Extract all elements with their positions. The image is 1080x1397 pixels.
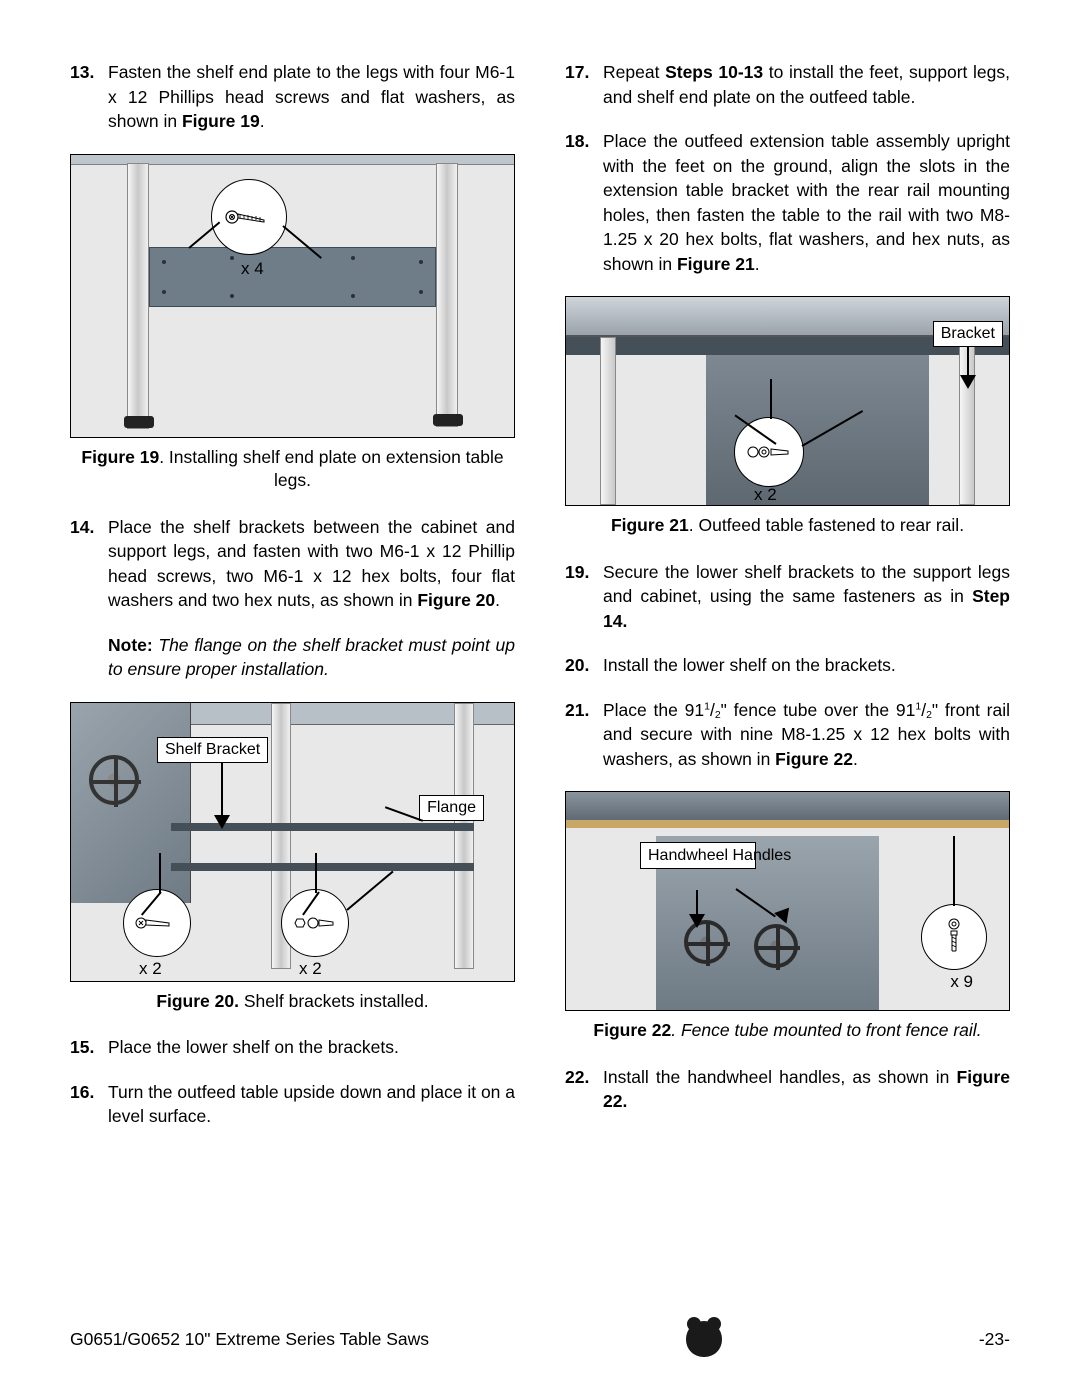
text: Install the handwheel handles, as shown … [603, 1067, 957, 1087]
step-text: Place the 911/2" fence tube over the 911… [603, 698, 1010, 772]
figure-22: Handwheel Handles x 9 [565, 791, 1010, 1011]
step-21: 21. Place the 911/2" fence tube over the… [565, 698, 1010, 772]
step-number: 22. [565, 1065, 603, 1114]
text: . [260, 111, 265, 131]
hardware-circle [921, 904, 987, 970]
shelf-bracket-label: Shelf Bracket [157, 737, 268, 763]
step-number: 14. [70, 515, 108, 613]
footer-page-number: -23- [979, 1329, 1010, 1350]
figure-22-caption: Figure 22. Fence tube mounted to front f… [565, 1019, 1010, 1043]
text: Fasten the shelf end plate to the legs w… [108, 62, 515, 131]
screw-icon [224, 207, 274, 227]
bold-ref: Figure 20 [417, 590, 495, 610]
step-text: Place the lower shelf on the brackets. [108, 1035, 515, 1060]
bolt-nut-icon [293, 915, 337, 931]
text: " fence tube over the 91 [721, 700, 916, 720]
figure-label: Figure 20. [156, 991, 239, 1011]
label-text: Handwheel Handles [648, 846, 748, 865]
handwheel-handles-label: Handwheel Handles [640, 842, 756, 869]
bolt-washer-icon [943, 917, 965, 957]
step-20: 20. Install the lower shelf on the brack… [565, 653, 1010, 678]
bolt-washer-nut-icon [746, 443, 792, 461]
bold-ref: Figure 19 [182, 111, 260, 131]
step-text: Install the handwheel handles, as shown … [603, 1065, 1010, 1114]
figure-19-caption: Figure 19. Installing shelf end plate on… [70, 446, 515, 493]
step-16: 16. Turn the outfeed table upside down a… [70, 1080, 515, 1129]
text: Place the outfeed extension table assemb… [603, 131, 1010, 274]
qty-label-left: x 2 [139, 959, 162, 979]
frac-num: 1 [915, 700, 921, 712]
step-text: Repeat Steps 10-13 to install the feet, … [603, 60, 1010, 109]
step-18: 18. Place the outfeed extension table as… [565, 129, 1010, 276]
text: Place the 91 [603, 700, 704, 720]
step-text: Turn the outfeed table upside down and p… [108, 1080, 515, 1129]
hardware-circle-left [123, 889, 191, 957]
qty-label-right: x 2 [299, 959, 322, 979]
text: Secure the lower shelf brackets to the s… [603, 562, 1010, 607]
step-text: Secure the lower shelf brackets to the s… [603, 560, 1010, 634]
step-text: Place the shelf brackets between the cab… [108, 515, 515, 613]
step-text: Install the lower shelf on the brackets. [603, 653, 1010, 678]
figure-19: x 4 [70, 154, 515, 438]
page-footer: G0651/G0652 10" Extreme Series Table Saw… [70, 1321, 1010, 1357]
figure-21-caption: Figure 21. Outfeed table fastened to rea… [565, 514, 1010, 538]
bracket-label: Bracket [933, 321, 1003, 347]
hardware-circle [211, 179, 287, 255]
caption-text: . Installing shelf end plate on extensio… [159, 447, 503, 491]
hardware-circle [734, 417, 804, 487]
step-14-note: Note: The flange on the shelf bracket mu… [108, 633, 515, 682]
bold-ref: Figure 22 [775, 749, 853, 769]
qty-label: x 9 [950, 972, 973, 992]
qty-label: x 4 [241, 259, 264, 279]
text: Repeat [603, 62, 665, 82]
step-13: 13. Fasten the shelf end plate to the le… [70, 60, 515, 134]
step-17: 17. Repeat Steps 10-13 to install the fe… [565, 60, 1010, 109]
figure-20: Shelf Bracket Flange x 2 [70, 702, 515, 982]
screw-icon [135, 915, 179, 931]
bold-ref: Steps 10-13 [665, 62, 763, 82]
figure-20-caption: Figure 20. Shelf brackets installed. [70, 990, 515, 1014]
step-19: 19. Secure the lower shelf brackets to t… [565, 560, 1010, 634]
step-number: 16. [70, 1080, 108, 1129]
figure-label: Figure 21 [611, 515, 689, 535]
flange-label: Flange [419, 795, 484, 821]
text: . [853, 749, 858, 769]
step-number: 15. [70, 1035, 108, 1060]
step-number: 19. [565, 560, 603, 634]
figure-label: Figure 19 [81, 447, 159, 467]
qty-label: x 2 [754, 485, 777, 505]
figure-21: Bracket x 2 [565, 296, 1010, 506]
note-text: The flange on the shelf bracket must poi… [108, 635, 515, 680]
text: . [495, 590, 500, 610]
caption-text: . Fence tube mounted to front fence rail… [671, 1020, 981, 1040]
right-column: 17. Repeat Steps 10-13 to install the fe… [565, 60, 1010, 1149]
left-column: 13. Fasten the shelf end plate to the le… [70, 60, 515, 1149]
caption-text: Shelf brackets installed. [239, 991, 429, 1011]
step-22: 22. Install the handwheel handles, as sh… [565, 1065, 1010, 1114]
step-number: 20. [565, 653, 603, 678]
step-number: 17. [565, 60, 603, 109]
two-column-layout: 13. Fasten the shelf end plate to the le… [70, 60, 1010, 1149]
caption-text: . Outfeed table fastened to rear rail. [689, 515, 964, 535]
bold-ref: Figure 21 [677, 254, 755, 274]
step-number: 13. [70, 60, 108, 134]
step-text: Place the outfeed extension table assemb… [603, 129, 1010, 276]
step-number: 21. [565, 698, 603, 772]
step-text: Fasten the shelf end plate to the legs w… [108, 60, 515, 134]
step-15: 15. Place the lower shelf on the bracket… [70, 1035, 515, 1060]
text: . [755, 254, 760, 274]
note-label: Note: [108, 635, 153, 655]
figure-label: Figure 22 [593, 1020, 671, 1040]
footer-left-text: G0651/G0652 10" Extreme Series Table Saw… [70, 1329, 429, 1350]
step-14: 14. Place the shelf brackets between the… [70, 515, 515, 613]
bear-logo-icon [686, 1321, 722, 1357]
step-number: 18. [565, 129, 603, 276]
frac-num: 1 [704, 700, 710, 712]
